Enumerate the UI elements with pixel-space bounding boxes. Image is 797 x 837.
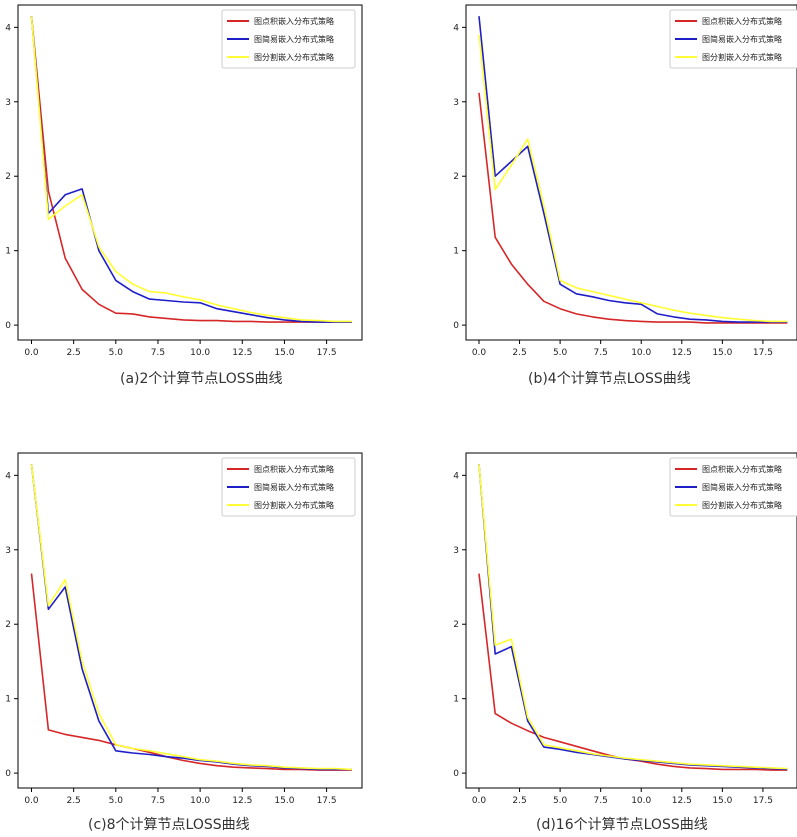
y-tick-label: 4 <box>5 471 11 481</box>
legend-box <box>669 9 797 69</box>
legend-label: 图简易嵌入分布式策略 <box>702 34 782 44</box>
chart-panel-b: 0 1 2 3 4 0.0 2.5 5.0 7.5 10.0 12.5 15.0 17.5 图点积嵌入分布… <box>448 0 797 400</box>
y-tick-label: 1 <box>453 695 459 705</box>
legend-label: 图点积嵌入分布式策略 <box>254 464 334 474</box>
legend-label: 图简易嵌入分布式策略 <box>702 482 782 492</box>
chart-caption: (a)2个计算节点LOSS曲线 <box>120 371 283 387</box>
plot-frame <box>17 4 363 341</box>
x-tick-label: 17.5 <box>317 348 337 358</box>
x-tick-label: 12.5 <box>232 796 252 806</box>
x-tick-label: 15.0 <box>274 796 294 806</box>
legend-label: 图点积嵌入分布式策略 <box>702 16 782 26</box>
x-tick-label: 10.0 <box>190 796 210 806</box>
chart-caption: (b)4个计算节点LOSS曲线 <box>528 371 691 387</box>
chart-svg-b: 0 1 2 3 4 0.0 2.5 5.0 7.5 10.0 12.5 15.0 17.5 图点积嵌入分布… <box>453 4 797 358</box>
y-tick-label: 2 <box>453 172 459 182</box>
x-tick-label: 0.0 <box>472 796 487 806</box>
x-tick-label: 15.0 <box>712 796 732 806</box>
x-tick-label: 7.5 <box>151 348 165 358</box>
chart-caption: (d)16个计算节点LOSS曲线 <box>536 817 708 833</box>
chart-panel-a: 0 1 2 3 4 0.0 2.5 5.0 7.5 10.0 12.5 15.0 17.5 图点积嵌入分布… <box>0 0 400 400</box>
series-line-3 <box>30 464 352 771</box>
series-line-1 <box>478 92 788 324</box>
series-line-1 <box>30 573 352 771</box>
chart-svg-d: 0 1 2 3 4 0.0 2.5 5.0 7.5 10.0 12.5 15.0 17.5 图点积嵌入分布… <box>453 452 797 806</box>
x-tick-label: 17.5 <box>317 796 337 806</box>
x-tick-label: 0.0 <box>472 348 487 358</box>
x-tick-label: 12.5 <box>232 348 252 358</box>
legend-label: 图点积嵌入分布式策略 <box>254 16 334 26</box>
y-tick-label: 0 <box>5 321 11 331</box>
x-tick-label: 0.0 <box>24 348 39 358</box>
x-tick-label: 17.5 <box>753 348 773 358</box>
series-line-2 <box>30 16 352 323</box>
legend-label: 图分割嵌入分布式策略 <box>702 52 782 62</box>
y-tick-label: 1 <box>5 247 11 257</box>
x-tick-label: 5.0 <box>109 348 124 358</box>
series-line-1 <box>478 573 788 771</box>
y-tick-label: 4 <box>453 23 459 33</box>
plot-frame <box>17 452 363 789</box>
x-tick-label: 10.0 <box>631 796 651 806</box>
y-tick-label: 3 <box>453 546 459 556</box>
x-tick-label: 2.5 <box>512 796 526 806</box>
y-tick-label: 2 <box>5 620 11 630</box>
legend-label: 图分割嵌入分布式策略 <box>254 500 334 510</box>
x-tick-label: 15.0 <box>274 348 294 358</box>
x-tick-label: 17.5 <box>753 796 773 806</box>
x-tick-label: 10.0 <box>190 348 210 358</box>
series-line-1 <box>30 16 352 323</box>
x-tick-label: 15.0 <box>712 348 732 358</box>
legend-box <box>221 9 356 69</box>
y-tick-label: 1 <box>5 695 11 705</box>
series-line-3 <box>30 16 352 323</box>
series-line-2 <box>478 16 788 323</box>
legend-label: 图分割嵌入分布式策略 <box>254 52 334 62</box>
legend-box <box>221 457 356 517</box>
legend-label: 图简易嵌入分布式策略 <box>254 482 334 492</box>
x-tick-label: 5.0 <box>553 796 568 806</box>
y-tick-label: 3 <box>5 546 11 556</box>
x-tick-label: 0.0 <box>24 796 39 806</box>
x-tick-label: 7.5 <box>594 796 608 806</box>
legend-label: 图简易嵌入分布式策略 <box>254 34 334 44</box>
y-tick-label: 1 <box>453 247 459 257</box>
chart-panel-c: 0 1 2 3 4 0.0 2.5 5.0 7.5 10.0 12.5 15.0 17.5 图点积嵌入分布… <box>0 448 400 837</box>
x-tick-label: 7.5 <box>151 796 165 806</box>
plot-frame <box>465 452 797 789</box>
y-tick-label: 3 <box>5 98 11 108</box>
y-tick-label: 0 <box>453 769 459 779</box>
series-line-3 <box>478 34 788 323</box>
x-tick-label: 5.0 <box>109 796 124 806</box>
series-line-3 <box>478 464 788 770</box>
x-tick-label: 10.0 <box>631 348 651 358</box>
y-tick-label: 0 <box>453 321 459 331</box>
x-tick-label: 2.5 <box>66 796 80 806</box>
y-tick-label: 4 <box>5 23 11 33</box>
chart-panel-d: 0 1 2 3 4 0.0 2.5 5.0 7.5 10.0 12.5 15.0 17.5 图点积嵌入分布… <box>448 448 797 837</box>
x-tick-label: 5.0 <box>553 348 568 358</box>
x-tick-label: 12.5 <box>672 348 692 358</box>
x-tick-label: 12.5 <box>672 796 692 806</box>
x-tick-label: 2.5 <box>66 348 80 358</box>
y-tick-label: 4 <box>453 471 459 481</box>
y-tick-label: 2 <box>453 620 459 630</box>
legend-label: 图分割嵌入分布式策略 <box>702 500 782 510</box>
legend-label: 图点积嵌入分布式策略 <box>702 464 782 474</box>
legend-box <box>669 457 797 517</box>
plot-frame <box>465 4 797 341</box>
y-tick-label: 3 <box>453 98 459 108</box>
chart-svg-c: 0 1 2 3 4 0.0 2.5 5.0 7.5 10.0 12.5 15.0 17.5 图点积嵌入分布… <box>5 452 363 806</box>
chart-caption: (c)8个计算节点LOSS曲线 <box>88 817 250 833</box>
y-tick-label: 0 <box>5 769 11 779</box>
x-tick-label: 2.5 <box>512 348 526 358</box>
y-tick-label: 2 <box>5 172 11 182</box>
x-tick-label: 7.5 <box>594 348 608 358</box>
chart-svg-a: 0 1 2 3 4 0.0 2.5 5.0 7.5 10.0 12.5 15.0 17.5 图点积嵌入分布… <box>5 4 363 358</box>
